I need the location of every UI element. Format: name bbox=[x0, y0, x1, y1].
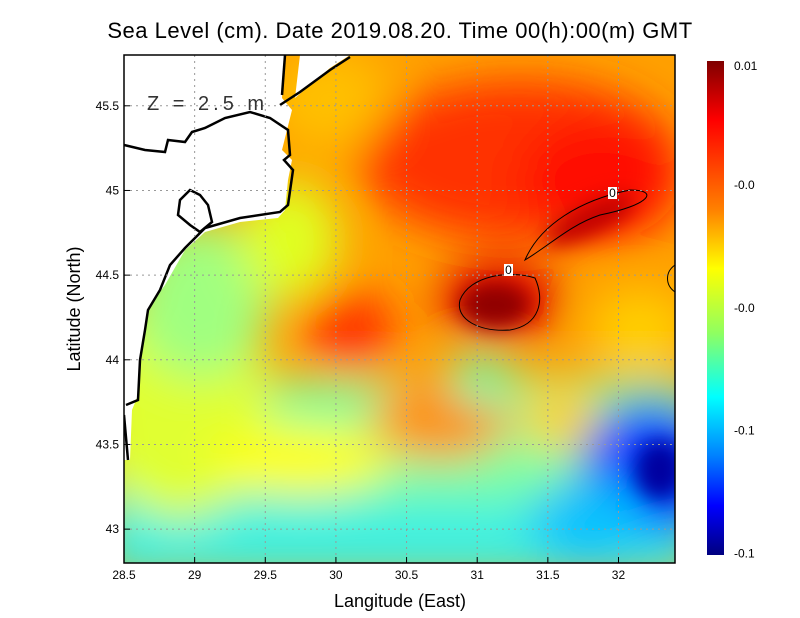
x-axis: 28.5 29 29.5 30 30.5 31 31.5 32 bbox=[112, 557, 625, 582]
colorbar-tick-label: -0.0 bbox=[734, 178, 755, 192]
plot-frame bbox=[123, 54, 676, 564]
colorbar bbox=[707, 61, 724, 555]
y-tick-label: 43 bbox=[106, 522, 120, 536]
y-tick-label: 44 bbox=[106, 353, 120, 367]
x-tick-label: 30 bbox=[329, 568, 343, 582]
colorbar-tick-label: -0.0 bbox=[734, 301, 755, 315]
colorbar-tick-label: -0.1 bbox=[734, 547, 755, 561]
contour-label: 0 bbox=[609, 186, 616, 200]
depth-annotation: Z = 2.5 m bbox=[147, 93, 268, 115]
colorbar-ticks: 0.01 -0.0 -0.0 -0.1 -0.1 bbox=[734, 59, 758, 561]
grid-lines bbox=[124, 55, 675, 563]
sea-level-field: 0 0 Z = 2.5 m bbox=[124, 55, 675, 563]
contour-line-zero bbox=[458, 273, 541, 331]
x-tick-label: 29.5 bbox=[254, 568, 278, 582]
contour-label: 0 bbox=[505, 263, 512, 277]
y-tick-label: 45 bbox=[106, 183, 120, 197]
x-tick-label: 29 bbox=[188, 568, 202, 582]
y-tick-label: 44.5 bbox=[96, 268, 120, 282]
x-tick-label: 32 bbox=[612, 568, 626, 582]
x-tick-label: 31 bbox=[471, 568, 485, 582]
colorbar-tick-label: 0.01 bbox=[734, 59, 758, 73]
y-axis-label: Latitude (North) bbox=[64, 246, 84, 371]
y-axis: 43 43.5 44 44.5 45 45.5 bbox=[96, 99, 130, 536]
land-area bbox=[295, 55, 350, 98]
contour-line-zero bbox=[667, 264, 675, 293]
x-tick-label: 30.5 bbox=[395, 568, 419, 582]
x-tick-label: 28.5 bbox=[112, 568, 136, 582]
contour-line-zero bbox=[523, 189, 648, 262]
y-tick-label: 43.5 bbox=[96, 437, 120, 451]
chart-title: Sea Level (cm). Date 2019.08.20. Time 00… bbox=[107, 18, 693, 43]
land-area bbox=[124, 55, 292, 460]
x-axis-label: Langitude (East) bbox=[334, 591, 466, 611]
y-tick-label: 45.5 bbox=[96, 99, 120, 113]
colorbar-tick-label: -0.1 bbox=[734, 424, 755, 438]
x-tick-label: 31.5 bbox=[536, 568, 560, 582]
